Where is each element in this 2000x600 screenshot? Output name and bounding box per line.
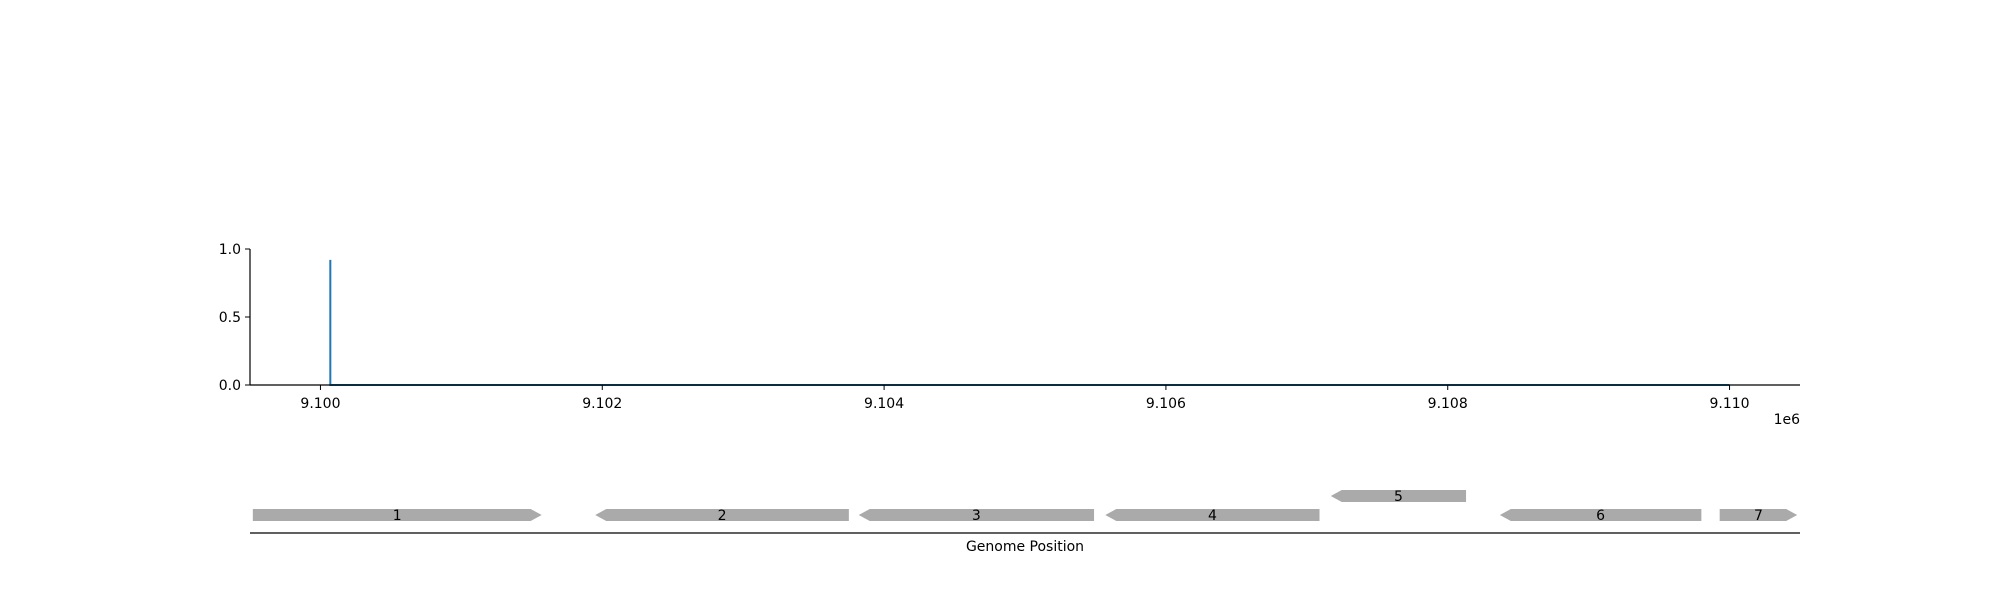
gene-label: 6 [1596,508,1605,524]
y-tick-label: 0.0 [219,378,241,394]
gene-label: 3 [972,508,981,524]
gene-track: 1 2 3 4 5 6 7 Genome Position [250,489,1800,555]
y-tick-label: 0.5 [219,310,241,326]
gene-arrow [1499,509,1702,521]
x-tick-label: 9.110 [1709,396,1749,412]
x-tick-label: 9.108 [1428,396,1468,412]
x-offset-label: 1e6 [1774,412,1801,428]
x-axis-title: Genome Position [966,539,1084,555]
x-tick-label: 9.100 [300,396,340,412]
gene-arrow [252,509,542,521]
x-tick-label: 9.106 [1146,396,1186,412]
gene-features: 1 2 3 4 5 6 7 [252,489,1798,524]
y-tick-label: 1.0 [219,242,241,258]
coverage-series [329,259,1730,386]
gene-label: 2 [718,508,727,524]
gene-label: 5 [1394,489,1403,505]
gene-arrow [858,509,1095,521]
gene-label: 1 [393,508,402,524]
gene-label: 4 [1208,508,1217,524]
coverage-line [329,259,1730,386]
gene-arrow [1330,490,1467,502]
x-tick-label: 9.104 [864,396,904,412]
gene-arrow [1719,509,1798,521]
gene-arrow [1105,509,1320,521]
coverage-axes: 9.100 9.102 9.104 9.106 9.108 9.110 0.0 0.5 1.0 [219,242,1800,412]
gene-label: 7 [1754,508,1763,524]
gene-arrow [595,509,849,521]
x-tick-label: 9.102 [582,396,622,412]
coverage-plot: 9.100 9.102 9.104 9.106 9.108 9.1100.00.51.0 … [219,242,1800,428]
